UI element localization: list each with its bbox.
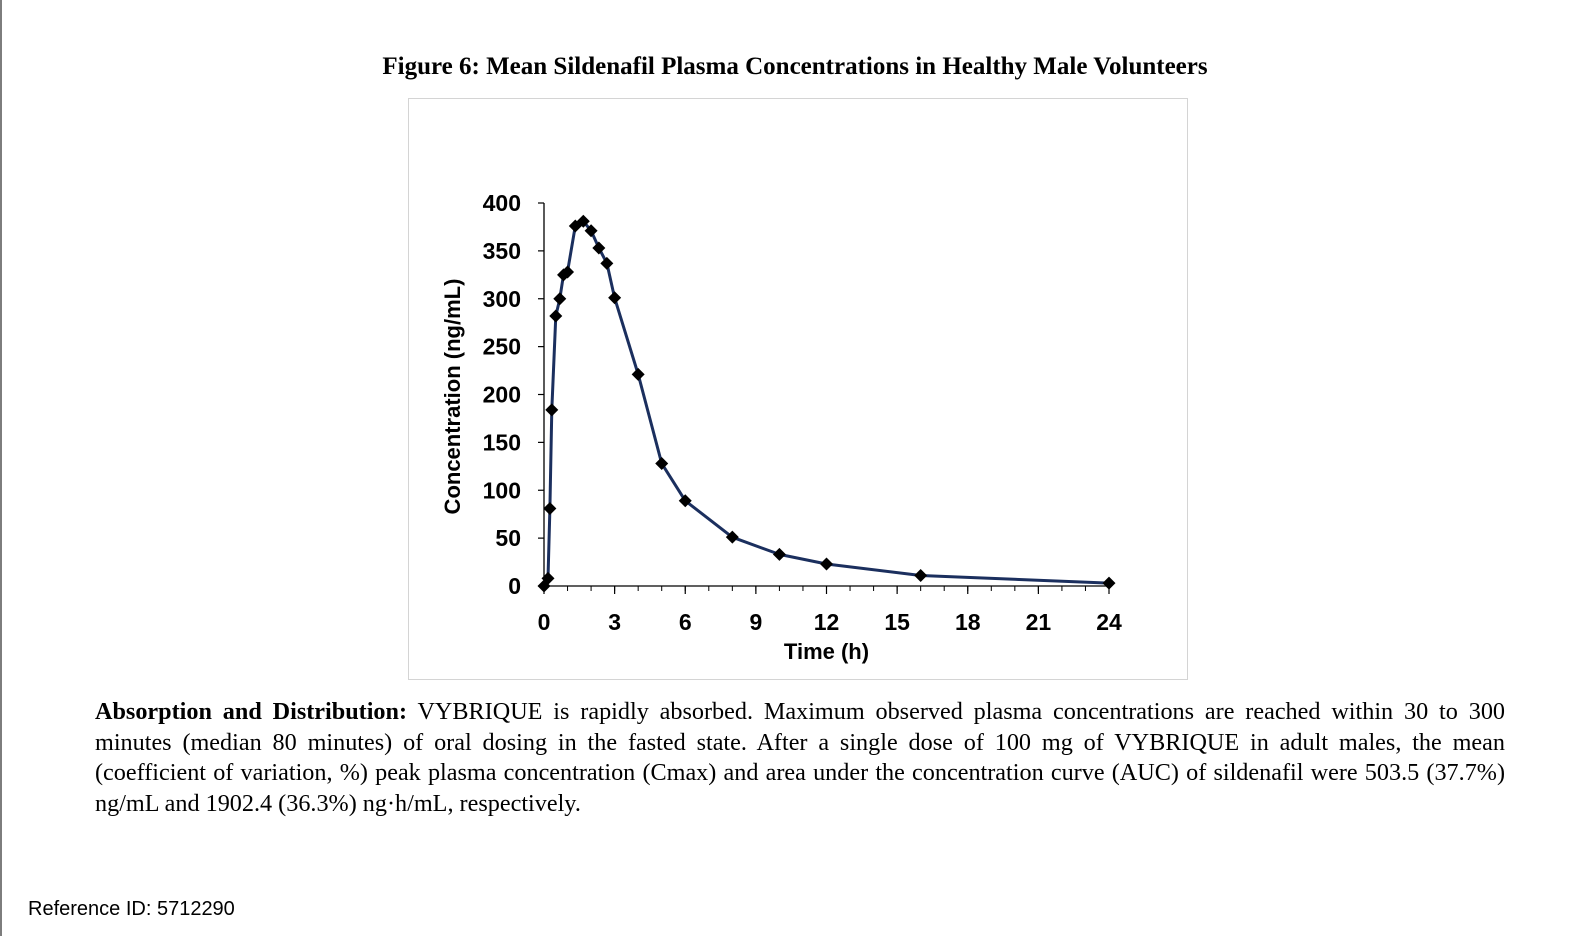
- data-point: [561, 265, 575, 279]
- labels-layer: 0 50 100 150 200 250 300 350 400 0 3 6 9 12 15 18 21 24 Ti…: [440, 190, 1122, 664]
- y-tick-label: 0: [508, 573, 521, 599]
- data-point: [608, 291, 622, 305]
- data-point: [600, 256, 614, 270]
- y-tick-label: 200: [483, 382, 521, 408]
- x-tick-label: 6: [679, 609, 692, 635]
- series-layer: [537, 214, 1116, 593]
- x-tick-label: 12: [814, 609, 840, 635]
- data-point: [1102, 576, 1116, 590]
- data-point: [914, 568, 928, 582]
- data-point: [553, 292, 567, 306]
- x-tick-label: 18: [955, 609, 981, 635]
- x-tick-label: 0: [538, 609, 551, 635]
- data-point: [549, 309, 563, 323]
- y-tick-label: 400: [483, 190, 521, 216]
- data-point: [820, 557, 833, 571]
- x-tick-label: 15: [884, 609, 910, 635]
- paragraph-lead: Absorption and Distribution:: [95, 698, 408, 725]
- data-point: [545, 403, 559, 417]
- y-tick-label: 150: [483, 429, 521, 455]
- data-point: [568, 219, 582, 233]
- series-line: [542, 219, 1110, 587]
- figure-title: Figure 6: Mean Sildenafil Plasma Concent…: [382, 53, 1208, 80]
- page-left-edge: [0, 0, 2, 936]
- data-point: [631, 367, 645, 381]
- y-tick-label: 50: [495, 525, 521, 551]
- data-point: [678, 494, 692, 508]
- y-tick-label: 100: [483, 477, 521, 503]
- data-point: [772, 547, 786, 561]
- y-tick-label: 350: [483, 238, 521, 264]
- x-tick-label: 3: [608, 609, 621, 635]
- absorption-distribution-paragraph: Absorption and Distribution: VYBRIQUE is…: [95, 697, 1505, 819]
- y-tick-label: 300: [483, 286, 521, 312]
- reference-id: Reference ID: 5712290: [28, 898, 235, 920]
- data-point: [541, 571, 555, 585]
- y-tick-label: 250: [483, 334, 521, 360]
- data-point: [543, 501, 557, 515]
- data-point: [725, 530, 739, 544]
- concentration-time-chart: 0 50 100 150 200 250 300 350 400 0 3 6 9 12 15 18 21 24 Ti…: [440, 190, 1122, 664]
- x-tick-label: 24: [1096, 609, 1122, 635]
- data-point: [584, 224, 598, 238]
- axes-layer: [538, 202, 1110, 594]
- y-axis-label: Concentration (ng/mL): [440, 279, 465, 515]
- chart-frame: 0 50 100 150 200 250 300 350 400 0 3 6 9 12 15 18 21 24 Ti…: [408, 98, 1188, 680]
- x-tick-label: 9: [749, 609, 762, 635]
- paragraph-text: VYBRIQUE is rapidly absorbed. Maximum ob…: [95, 698, 1506, 817]
- data-point: [576, 214, 590, 228]
- x-axis-label: Time (h): [784, 639, 869, 664]
- data-point: [592, 241, 606, 255]
- x-tick-label: 21: [1026, 609, 1052, 635]
